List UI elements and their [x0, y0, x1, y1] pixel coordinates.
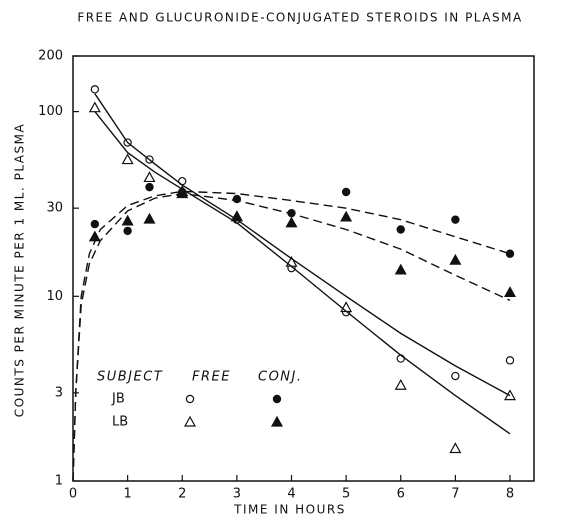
data-point: [88, 101, 101, 113]
legend-header: SUBJECT: [97, 370, 163, 385]
legend-header: CONJ.: [258, 370, 303, 385]
legend-symbol: [272, 394, 282, 404]
x-tick-label: 5: [342, 487, 350, 502]
x-tick-label: 1: [123, 487, 131, 502]
legend-label: LB: [112, 415, 128, 430]
y-tick-label: 200: [38, 49, 63, 64]
plot-frame: [72, 55, 535, 482]
legend-symbol: [183, 415, 197, 427]
y-tick-label: 30: [46, 201, 63, 216]
data-point: [341, 187, 351, 197]
data-point: [143, 212, 156, 224]
x-axis-label: TIME IN HOURS: [233, 503, 346, 517]
data-point: [394, 263, 407, 275]
data-point: [396, 225, 405, 234]
x-tick-label: 2: [178, 487, 186, 502]
chart-title: FREE AND GLUCURONIDE-CONJUGATED STEROIDS…: [77, 11, 522, 25]
y-axis-label: COUNTS PER MINUTE PER 1 ML. PLASMA: [13, 123, 27, 417]
fit-curve: [94, 111, 511, 435]
data-point: [451, 215, 460, 224]
legend-symbol: [185, 394, 195, 404]
data-point: [90, 85, 100, 94]
data-point: [90, 219, 100, 229]
y-tick-label: 100: [38, 104, 63, 119]
x-tick-label: 0: [69, 487, 77, 502]
data-point: [505, 249, 515, 258]
data-point: [449, 442, 462, 454]
data-point: [503, 286, 517, 297]
legend-header: FREE: [192, 370, 231, 385]
data-point: [451, 371, 460, 381]
data-point: [121, 214, 134, 226]
data-point: [394, 378, 407, 390]
data-point: [145, 182, 154, 192]
fit-curve: [72, 192, 511, 482]
legend-label: JB: [111, 392, 125, 407]
x-tick-label: 4: [287, 487, 295, 502]
data-point: [285, 216, 298, 228]
x-tick-label: 7: [451, 487, 459, 502]
y-tick-label: 3: [55, 385, 63, 400]
data-point: [340, 210, 353, 222]
data-point: [449, 253, 462, 265]
x-tick-label: 8: [506, 487, 514, 502]
y-tick-label: 1: [55, 474, 63, 489]
y-tick-label: 10: [46, 289, 63, 304]
fit-curve: [94, 93, 511, 397]
data-point: [88, 230, 101, 242]
data-point: [143, 171, 156, 183]
data-point: [340, 301, 353, 313]
data-point: [396, 354, 405, 363]
x-tick-label: 6: [397, 487, 405, 502]
data-point: [505, 356, 515, 365]
data-point: [121, 153, 134, 165]
fit-curve: [72, 190, 511, 482]
x-tick-label: 3: [233, 487, 241, 502]
legend-symbol: [270, 415, 284, 427]
data-point: [123, 226, 132, 236]
